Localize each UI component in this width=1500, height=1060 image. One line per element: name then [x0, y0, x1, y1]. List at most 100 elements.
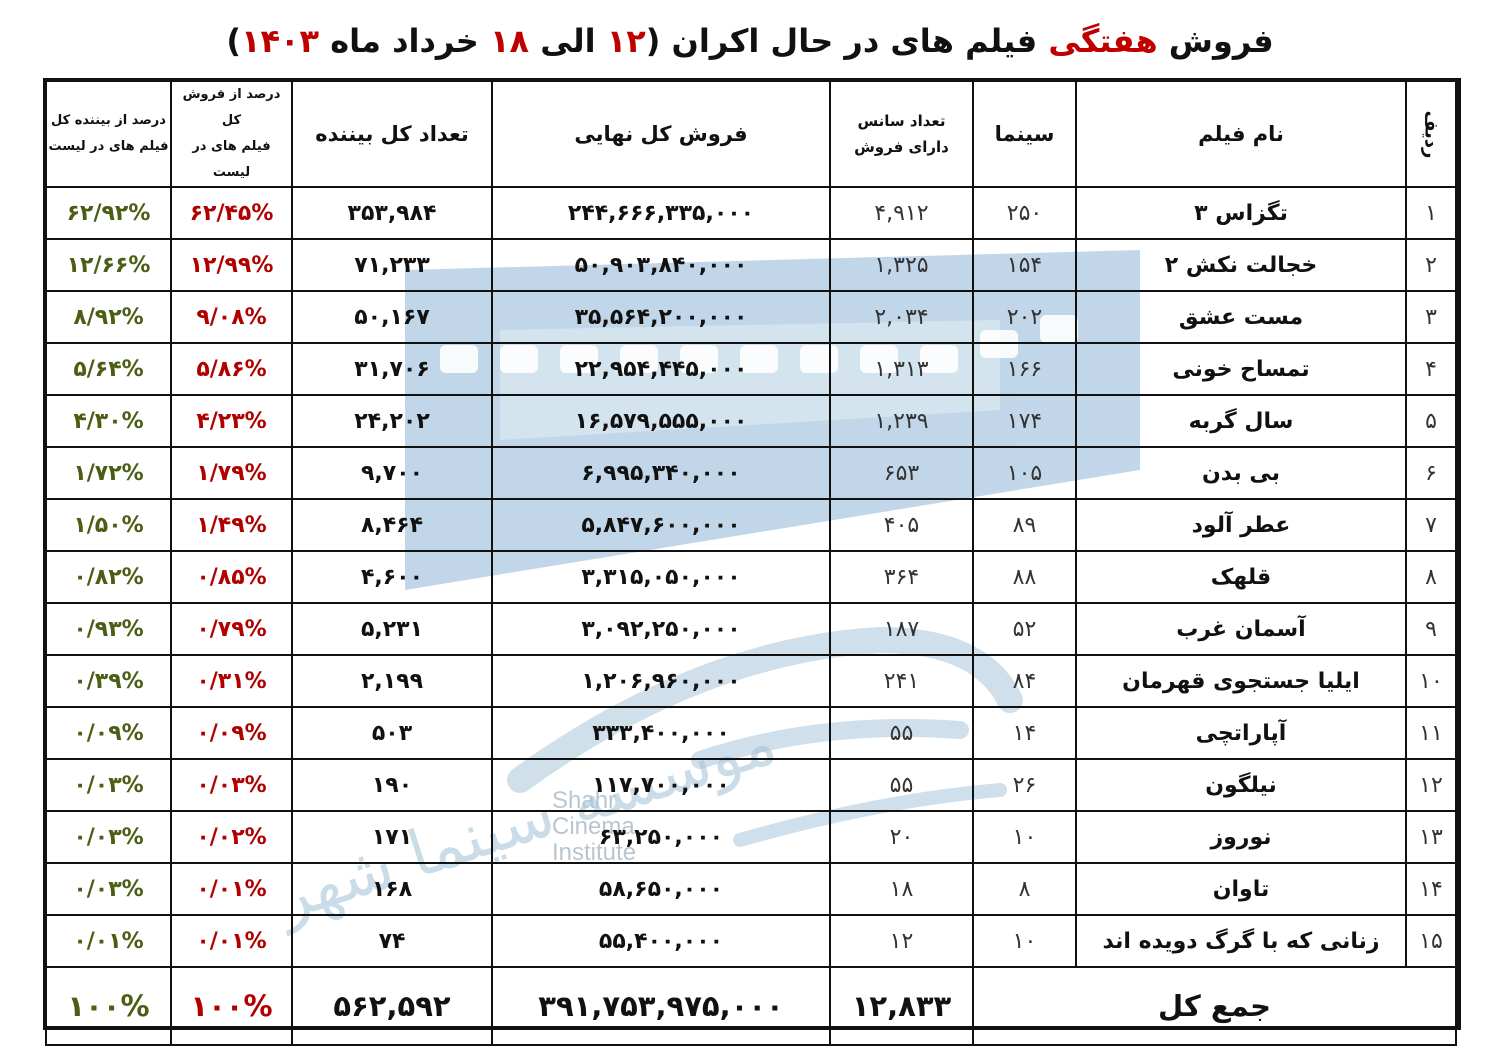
- total-row: جمع کل ۱۲,۸۳۳ ۳۹۱,۷۵۳,۹۷۵,۰۰۰ ۵۶۲,۵۹۲ ۱۰…: [45, 966, 1457, 1046]
- cell-film: بی بدن: [1075, 446, 1407, 500]
- cell-pct-sales: ۱/۴۹%: [170, 498, 293, 552]
- cell-sessions: ۱,۳۱۳: [829, 342, 974, 396]
- cell-pct-sales: ۱۲/۹۹%: [170, 238, 293, 292]
- title-range-end: ۱۸: [489, 22, 530, 60]
- cell-sessions: ۴۰۵: [829, 498, 974, 552]
- cell-pct-viewers: ۵/۶۴%: [45, 342, 172, 396]
- table-row: ۱۵ زنانی که با گرگ دویده اند ۱۰ ۱۲ ۵۵,۴۰۰,۰۰…: [45, 914, 1457, 968]
- cell-viewers: ۱۷۱: [291, 810, 493, 864]
- cell-sessions: ۱۲: [829, 914, 974, 968]
- cell-pct-viewers: ۸/۹۲%: [45, 290, 172, 344]
- cell-film: آسمان غرب: [1075, 602, 1407, 656]
- cell-cinema: ۸۴: [972, 654, 1077, 708]
- title-range-sep: الی: [529, 22, 607, 60]
- cell-gross: ۶,۹۹۵,۳۴۰,۰۰۰: [491, 446, 831, 500]
- cell-gross: ۱۶,۵۷۹,۵۵۵,۰۰۰: [491, 394, 831, 448]
- title-range-close: ): [226, 22, 241, 60]
- table-body: ۱ تگزاس ۳ ۲۵۰ ۴,۹۱۲ ۲۴۴,۶۶۶,۳۳۵,۰۰۰ ۳۵۳,۹۸۴ ۶۲…: [45, 186, 1457, 968]
- table-row: ۴ تمساح خونی ۱۶۶ ۱,۳۱۳ ۲۲,۹۵۴,۴۴۵,۰۰۰ ۳۱,۷۰۶ ۵…: [45, 342, 1457, 396]
- cell-film: خجالت نکش ۲: [1075, 238, 1407, 292]
- cell-rank: ۱۳: [1405, 810, 1457, 864]
- cell-sessions: ۱,۲۳۹: [829, 394, 974, 448]
- cell-viewers: ۷۱,۲۳۳: [291, 238, 493, 292]
- cell-sessions: ۱۸: [829, 862, 974, 916]
- table-row: ۶ بی بدن ۱۰۵ ۶۵۳ ۶,۹۹۵,۳۴۰,۰۰۰ ۹,۷۰۰ ۱/۷۹% ۱/۷۲…: [45, 446, 1457, 500]
- cell-pct-sales: ۰/۸۵%: [170, 550, 293, 604]
- cell-pct-viewers: ۰/۰۱%: [45, 914, 172, 968]
- cell-film: نیلگون: [1075, 758, 1407, 812]
- cell-viewers: ۴,۶۰۰: [291, 550, 493, 604]
- header-pct-sales: درصد از فروش کل فیلم های در لیست: [170, 80, 293, 188]
- cell-viewers: ۵۰۳: [291, 706, 493, 760]
- cell-pct-viewers: ۰/۰۳%: [45, 758, 172, 812]
- cell-rank: ۱: [1405, 186, 1457, 240]
- table-row: ۸ قلهک ۸۸ ۳۶۴ ۳,۳۱۵,۰۵۰,۰۰۰ ۴,۶۰۰ ۰/۸۵% ۰/۸۲%: [45, 550, 1457, 604]
- cell-film: آپاراتچی: [1075, 706, 1407, 760]
- cell-pct-viewers: ۱/۵۰%: [45, 498, 172, 552]
- cell-film: مست عشق: [1075, 290, 1407, 344]
- cell-gross: ۵۵,۴۰۰,۰۰۰: [491, 914, 831, 968]
- cell-gross: ۲۴۴,۶۶۶,۳۳۵,۰۰۰: [491, 186, 831, 240]
- cell-viewers: ۳۱,۷۰۶: [291, 342, 493, 396]
- cell-rank: ۷: [1405, 498, 1457, 552]
- cell-sessions: ۳۶۴: [829, 550, 974, 604]
- cell-rank: ۱۰: [1405, 654, 1457, 708]
- table-row: ۱۳ نوروز ۱۰ ۲۰ ۶۳,۲۵۰,۰۰۰ ۱۷۱ ۰/۰۲% ۰/۰۳%: [45, 810, 1457, 864]
- table-row: ۳ مست عشق ۲۰۲ ۲,۰۳۴ ۳۵,۵۶۴,۲۰۰,۰۰۰ ۵۰,۱۶۷ ۹/۰۸…: [45, 290, 1457, 344]
- cell-pct-sales: ۰/۰۱%: [170, 862, 293, 916]
- cell-gross: ۲۲,۹۵۴,۴۴۵,۰۰۰: [491, 342, 831, 396]
- cell-film: سال گربه: [1075, 394, 1407, 448]
- table-row: ۵ سال گربه ۱۷۴ ۱,۲۳۹ ۱۶,۵۷۹,۵۵۵,۰۰۰ ۲۴,۲۰۲ ۴/۲…: [45, 394, 1457, 448]
- cell-film: قلهک: [1075, 550, 1407, 604]
- cell-viewers: ۲,۱۹۹: [291, 654, 493, 708]
- cell-viewers: ۵۰,۱۶۷: [291, 290, 493, 344]
- table-row: ۷ عطر آلود ۸۹ ۴۰۵ ۵,۸۴۷,۶۰۰,۰۰۰ ۸,۴۶۴ ۱/۴۹% ۱/۵…: [45, 498, 1457, 552]
- cell-rank: ۴: [1405, 342, 1457, 396]
- cell-viewers: ۸,۴۶۴: [291, 498, 493, 552]
- header-viewers: تعداد کل بیننده: [291, 80, 493, 188]
- cell-gross: ۵۰,۹۰۳,۸۴۰,۰۰۰: [491, 238, 831, 292]
- cell-rank: ۳: [1405, 290, 1457, 344]
- cell-gross: ۳۳۳,۴۰۰,۰۰۰: [491, 706, 831, 760]
- cell-viewers: ۵,۲۳۱: [291, 602, 493, 656]
- cell-film: زنانی که با گرگ دویده اند: [1075, 914, 1407, 968]
- cell-viewers: ۳۵۳,۹۸۴: [291, 186, 493, 240]
- cell-cinema: ۵۲: [972, 602, 1077, 656]
- cell-rank: ۸: [1405, 550, 1457, 604]
- cell-sessions: ۲۰: [829, 810, 974, 864]
- cell-gross: ۵,۸۴۷,۶۰۰,۰۰۰: [491, 498, 831, 552]
- cell-cinema: ۱۶۶: [972, 342, 1077, 396]
- cell-rank: ۲: [1405, 238, 1457, 292]
- cell-gross: ۳۵,۵۶۴,۲۰۰,۰۰۰: [491, 290, 831, 344]
- table-row: ۱۲ نیلگون ۲۶ ۵۵ ۱۱۷,۷۰۰,۰۰۰ ۱۹۰ ۰/۰۳% ۰/۰۳%: [45, 758, 1457, 812]
- cell-pct-viewers: ۰/۸۲%: [45, 550, 172, 604]
- cell-film: نوروز: [1075, 810, 1407, 864]
- header-pct-viewers: درصد از بیننده کل فیلم های در لیست: [45, 80, 172, 188]
- total-pct-viewers: ۱۰۰%: [45, 966, 172, 1046]
- cell-rank: ۱۲: [1405, 758, 1457, 812]
- total-viewers: ۵۶۲,۵۹۲: [291, 966, 493, 1046]
- table-row: ۱ تگزاس ۳ ۲۵۰ ۴,۹۱۲ ۲۴۴,۶۶۶,۳۳۵,۰۰۰ ۳۵۳,۹۸۴ ۶۲…: [45, 186, 1457, 240]
- total-gross: ۳۹۱,۷۵۳,۹۷۵,۰۰۰: [491, 966, 831, 1046]
- title-middle: فیلم های در حال اکران: [660, 22, 1049, 60]
- cell-pct-viewers: ۱۲/۶۶%: [45, 238, 172, 292]
- cell-rank: ۹: [1405, 602, 1457, 656]
- cell-gross: ۶۳,۲۵۰,۰۰۰: [491, 810, 831, 864]
- cell-gross: ۳,۰۹۲,۲۵۰,۰۰۰: [491, 602, 831, 656]
- cell-rank: ۱۱: [1405, 706, 1457, 760]
- table-row: ۹ آسمان غرب ۵۲ ۱۸۷ ۳,۰۹۲,۲۵۰,۰۰۰ ۵,۲۳۱ ۰/۷۹% ۰/…: [45, 602, 1457, 656]
- cell-pct-sales: ۰/۰۲%: [170, 810, 293, 864]
- total-pct-sales: ۱۰۰%: [170, 966, 293, 1046]
- cell-pct-viewers: ۱/۷۲%: [45, 446, 172, 500]
- cell-sessions: ۵۵: [829, 706, 974, 760]
- title-range-tail: خرداد ماه: [319, 22, 490, 60]
- cell-rank: ۱۴: [1405, 862, 1457, 916]
- cell-sessions: ۲۴۱: [829, 654, 974, 708]
- cell-viewers: ۱۶۸: [291, 862, 493, 916]
- cell-cinema: ۱۴: [972, 706, 1077, 760]
- cell-pct-sales: ۱/۷۹%: [170, 446, 293, 500]
- header-rank: ردیف: [1405, 80, 1457, 188]
- cell-cinema: ۲۵۰: [972, 186, 1077, 240]
- cell-pct-viewers: ۰/۰۳%: [45, 862, 172, 916]
- cell-cinema: ۸۸: [972, 550, 1077, 604]
